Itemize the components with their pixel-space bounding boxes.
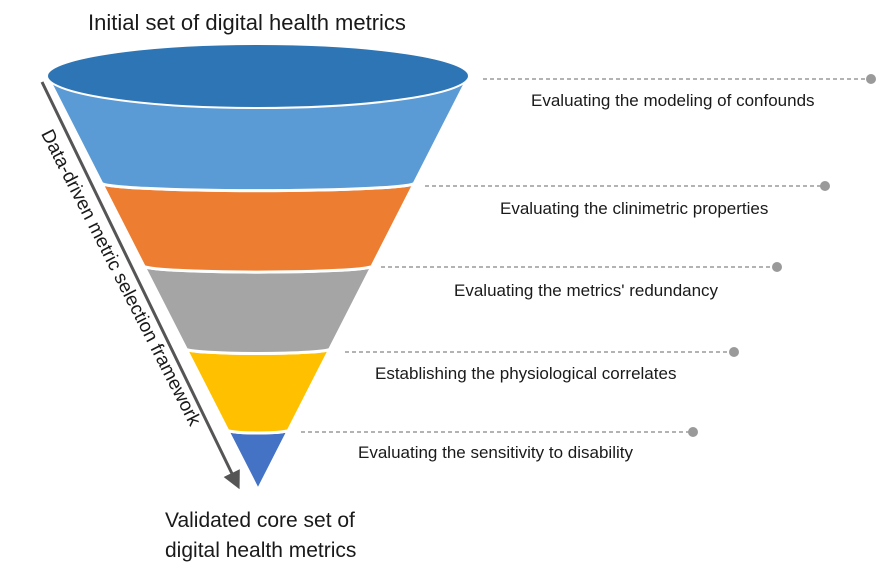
funnel-top-ellipse (46, 43, 470, 109)
initial-set-title: Initial set of digital health metrics (88, 10, 406, 35)
stage-label-confounds: Evaluating the modeling of confounds (531, 91, 815, 110)
leader-dot-redundancy (772, 262, 782, 272)
stage-label-physiological: Establishing the physiological correlate… (375, 364, 677, 383)
framework-arrow (40, 81, 240, 490)
leader-dot-sensitivity (688, 427, 698, 437)
leader-dot-clinimetric (820, 181, 830, 191)
leader-dot-confounds (866, 74, 876, 84)
stage-label-clinimetric: Evaluating the clinimetric properties (500, 199, 769, 218)
validated-set-title: Validated core set of digital health met… (165, 509, 357, 562)
leader-dot-physiological (729, 347, 739, 357)
funnel-layer-redundancy (142, 265, 374, 355)
stage-label-redundancy: Evaluating the metrics' redundancy (454, 281, 719, 300)
stage-label-sensitivity: Evaluating the sensitivity to disability (358, 443, 633, 462)
funnel-layer-clinimetric (100, 182, 416, 274)
